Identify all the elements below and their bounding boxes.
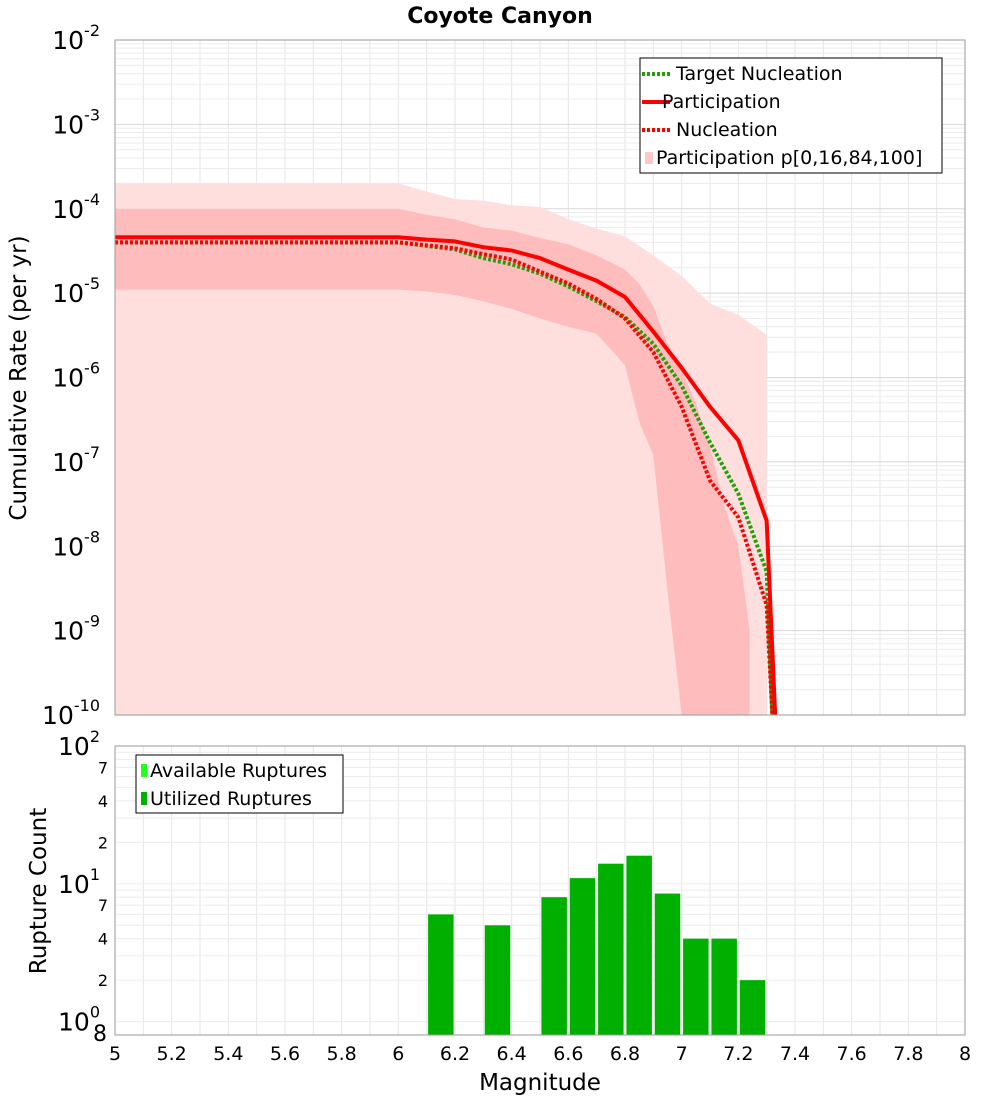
x-tick-label: 6.6 [553,1043,583,1065]
legend-label-available-ruptures: Available Ruptures [150,760,327,782]
y-tick-label: 2 [98,971,108,990]
legend-label-target-nucleation: Target Nucleation [675,63,843,85]
y-tick-label: 10-3 [52,105,100,139]
magnitude-x-tick-labels: 5 5.2 5.4 5.6 5.8 6 6.2 6.4 6.6 6.8 7 7.2 7.4 7.6 7.8 8 [109,1043,971,1065]
rupture-bar [484,925,511,1035]
rate-plot: 10-2 10-3 10-4 10-5 10-6 10-7 10-8 10-9 10-10 Cu… [6,21,966,730]
y-tick-label: 10-5 [52,274,100,308]
legend-label-nucleation: Nucleation [676,119,778,141]
rupture-bar [569,878,596,1035]
y-tick-label: 4 [98,930,108,949]
legend-swatch-utilized-ruptures [141,792,147,805]
y-tick-label: 101 [58,865,100,899]
band-participation-p16-p84 [115,208,750,715]
x-tick-label: 7 [676,1043,688,1065]
participation-bands [115,183,767,716]
y-tick-label: 10-10 [42,696,100,730]
x-tick-label: 5 [109,1043,121,1065]
x-tick-label: 7.6 [837,1043,867,1065]
rate-series-lines [115,235,778,716]
series-line-target-nucleation [115,240,775,716]
rupture-bar [626,855,652,1035]
rupture-bars [428,855,766,1035]
y-tick-label: 10-4 [52,190,100,224]
x-tick-label: 6.2 [440,1043,470,1065]
rupture-bar [683,938,709,1035]
x-tick-label: 5.6 [270,1043,300,1065]
y-tick-label: 102 [58,727,100,761]
x-tick-label: 7.4 [780,1043,810,1065]
rupture-legend: Available Ruptures Utilized Ruptures [135,754,344,814]
y-tick-label: 10-6 [52,359,100,393]
x-tick-label: 7.8 [893,1043,923,1065]
y-tick-label: 4 [98,792,108,811]
x-tick-label: 6.4 [497,1043,527,1065]
legend-box [639,57,943,174]
y-tick-label: 7 [98,758,108,777]
legend-box [135,754,344,814]
x-tick-label: 6 [392,1043,404,1065]
y-tick-label: 2 [98,833,108,852]
x-tick-label: 5.8 [327,1043,357,1065]
x-axis-label: Magnitude [479,1070,601,1096]
legend-label-utilized-ruptures: Utilized Ruptures [150,788,312,810]
series-line-nucleation [115,240,775,716]
rate-y-tick-labels: 10-2 10-3 10-4 10-5 10-6 10-7 10-8 10-9 10-10 [42,21,100,730]
series-line-participation [115,235,778,716]
rupture-bar [598,863,624,1035]
rupture-bar [739,980,766,1035]
x-tick-label: 7.2 [723,1043,753,1065]
legend-swatch-participation-p-0-16-84-100- [645,152,653,164]
rupture-y-axis-label: Rupture Count [26,808,52,974]
x-tick-label: 6.8 [610,1043,640,1065]
y-tick-label: 7 [98,896,108,915]
x-tick-label: 5.2 [157,1043,187,1065]
legend-swatch-available-ruptures [141,764,147,777]
rate-legend: Target Nucleation Participation Nucleation… [639,57,943,174]
legend-label-participation: Participation [662,91,781,113]
rupture-bar [711,938,737,1035]
x-tick-label: 8 [959,1043,971,1065]
x-tick-label: 5.4 [213,1043,243,1065]
legend-label-participation-p-0-16-84-100-: Participation p[0,16,84,100] [656,147,922,169]
rate-plot-frame [114,39,966,716]
rupture-bar [428,914,454,1035]
y-tick-label: 10-2 [52,21,100,55]
y-tick-label: 100 [58,1003,100,1037]
y-tick-label: 10-9 [52,612,100,646]
rupture-bar [541,897,567,1035]
y-tick-label: 8 [93,1022,107,1047]
rupture-plot-frame [114,745,966,1036]
chart-title: Coyote Canyon [407,4,593,29]
y-tick-label: 10-7 [52,443,100,477]
rupture-plot-grid [114,746,966,1035]
rupture-bar [654,893,681,1035]
y-tick-label: 10-8 [52,527,100,561]
rate-y-axis-label: Cumulative Rate (per yr) [6,235,32,520]
